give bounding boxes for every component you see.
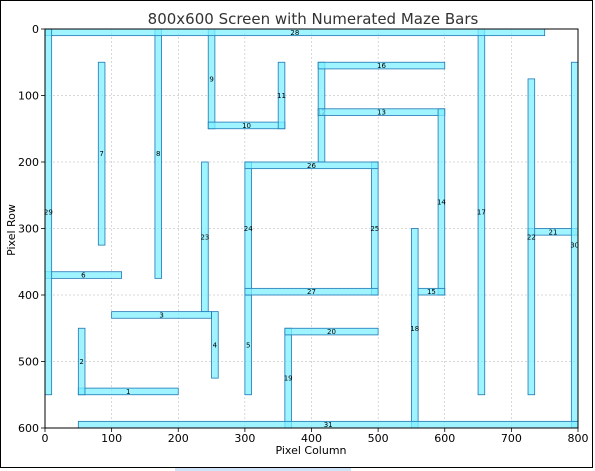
maze-bar-label: 10 bbox=[242, 122, 251, 130]
maze-bar-22 bbox=[527, 78, 536, 396]
x-tick-label: 700 bbox=[501, 432, 522, 445]
x-tick-label: 600 bbox=[434, 432, 455, 445]
x-tick-label: 500 bbox=[368, 432, 389, 445]
maze-bar-label: 20 bbox=[327, 328, 336, 336]
maze-bar-20 bbox=[284, 327, 379, 336]
maze-bar-label: 3 bbox=[159, 311, 163, 319]
maze-bar-27 bbox=[244, 287, 379, 296]
maze-bar-label: 13 bbox=[377, 109, 386, 117]
maze-bar-label: 7 bbox=[99, 150, 103, 158]
maze-bar-label: 8 bbox=[156, 150, 160, 158]
maze-bar-label: 22 bbox=[527, 233, 536, 241]
y-axis-label: Pixel Row bbox=[5, 204, 18, 256]
maze-bar-label: 27 bbox=[307, 288, 316, 296]
maze-bar-label: 21 bbox=[549, 228, 558, 236]
maze-bar-16 bbox=[317, 61, 446, 70]
maze-bar-label: 15 bbox=[427, 288, 436, 296]
maze-bar-label: 30 bbox=[570, 242, 579, 250]
maze-bar-label: 18 bbox=[410, 325, 419, 333]
maze-bar-label: 1 bbox=[126, 388, 130, 396]
x-tick-label: 100 bbox=[101, 432, 122, 445]
maze-bar-label: 24 bbox=[244, 225, 253, 233]
chart-title: 800x600 Screen with Numerated Maze Bars bbox=[148, 10, 479, 28]
x-axis-label: Pixel Column bbox=[275, 444, 346, 457]
maze-bar-label: 31 bbox=[324, 421, 333, 429]
maze-bar-26 bbox=[244, 161, 379, 170]
maze-bar-label: 29 bbox=[44, 208, 53, 216]
maze-bar-label: 23 bbox=[200, 233, 209, 241]
maze-bar-label: 16 bbox=[377, 62, 386, 70]
maze-bar-2 bbox=[77, 327, 86, 396]
y-tick-label: 500 bbox=[18, 356, 39, 369]
x-tick-label: 300 bbox=[234, 432, 255, 445]
maze-bar-label: 6 bbox=[81, 272, 86, 280]
grid-layer bbox=[44, 28, 579, 429]
x-tick-label: 400 bbox=[301, 432, 322, 445]
bars-layer: 1234567891011121314151617181920212223242… bbox=[44, 28, 579, 429]
maze-bar-7 bbox=[97, 61, 106, 246]
y-tick-label: 0 bbox=[32, 23, 39, 36]
maze-bar-label: 19 bbox=[284, 375, 293, 383]
maze-bar-label: 9 bbox=[209, 75, 213, 83]
maze-bar-label: 11 bbox=[277, 92, 286, 100]
maze-bar-label: 26 bbox=[307, 162, 316, 170]
y-tick-label: 400 bbox=[18, 289, 39, 302]
y-tick-label: 600 bbox=[18, 422, 39, 435]
maze-bar-label: 2 bbox=[79, 358, 83, 366]
maze-bar-11 bbox=[277, 61, 286, 130]
maze-bar-label: 5 bbox=[246, 341, 250, 349]
maze-bar-label: 4 bbox=[213, 341, 218, 349]
y-tick-label: 300 bbox=[18, 223, 39, 236]
x-tick-label: 800 bbox=[568, 432, 589, 445]
maze-bar-label: 17 bbox=[477, 208, 486, 216]
maze-bar-4 bbox=[211, 311, 219, 379]
maze-bar-23 bbox=[201, 161, 209, 313]
y-tick-label: 100 bbox=[18, 90, 39, 103]
maze-bar-label: 28 bbox=[290, 29, 299, 37]
maze-bar-label: 25 bbox=[370, 225, 379, 233]
y-tick-label: 200 bbox=[18, 156, 39, 169]
maze-bar-label: 14 bbox=[437, 198, 446, 206]
x-tick-label: 200 bbox=[168, 432, 189, 445]
x-tick-label: 0 bbox=[42, 432, 49, 445]
ticks-layer: 0 100 200 300 400 500 600 700 800 0 100 200 300 400 50… bbox=[18, 23, 589, 445]
